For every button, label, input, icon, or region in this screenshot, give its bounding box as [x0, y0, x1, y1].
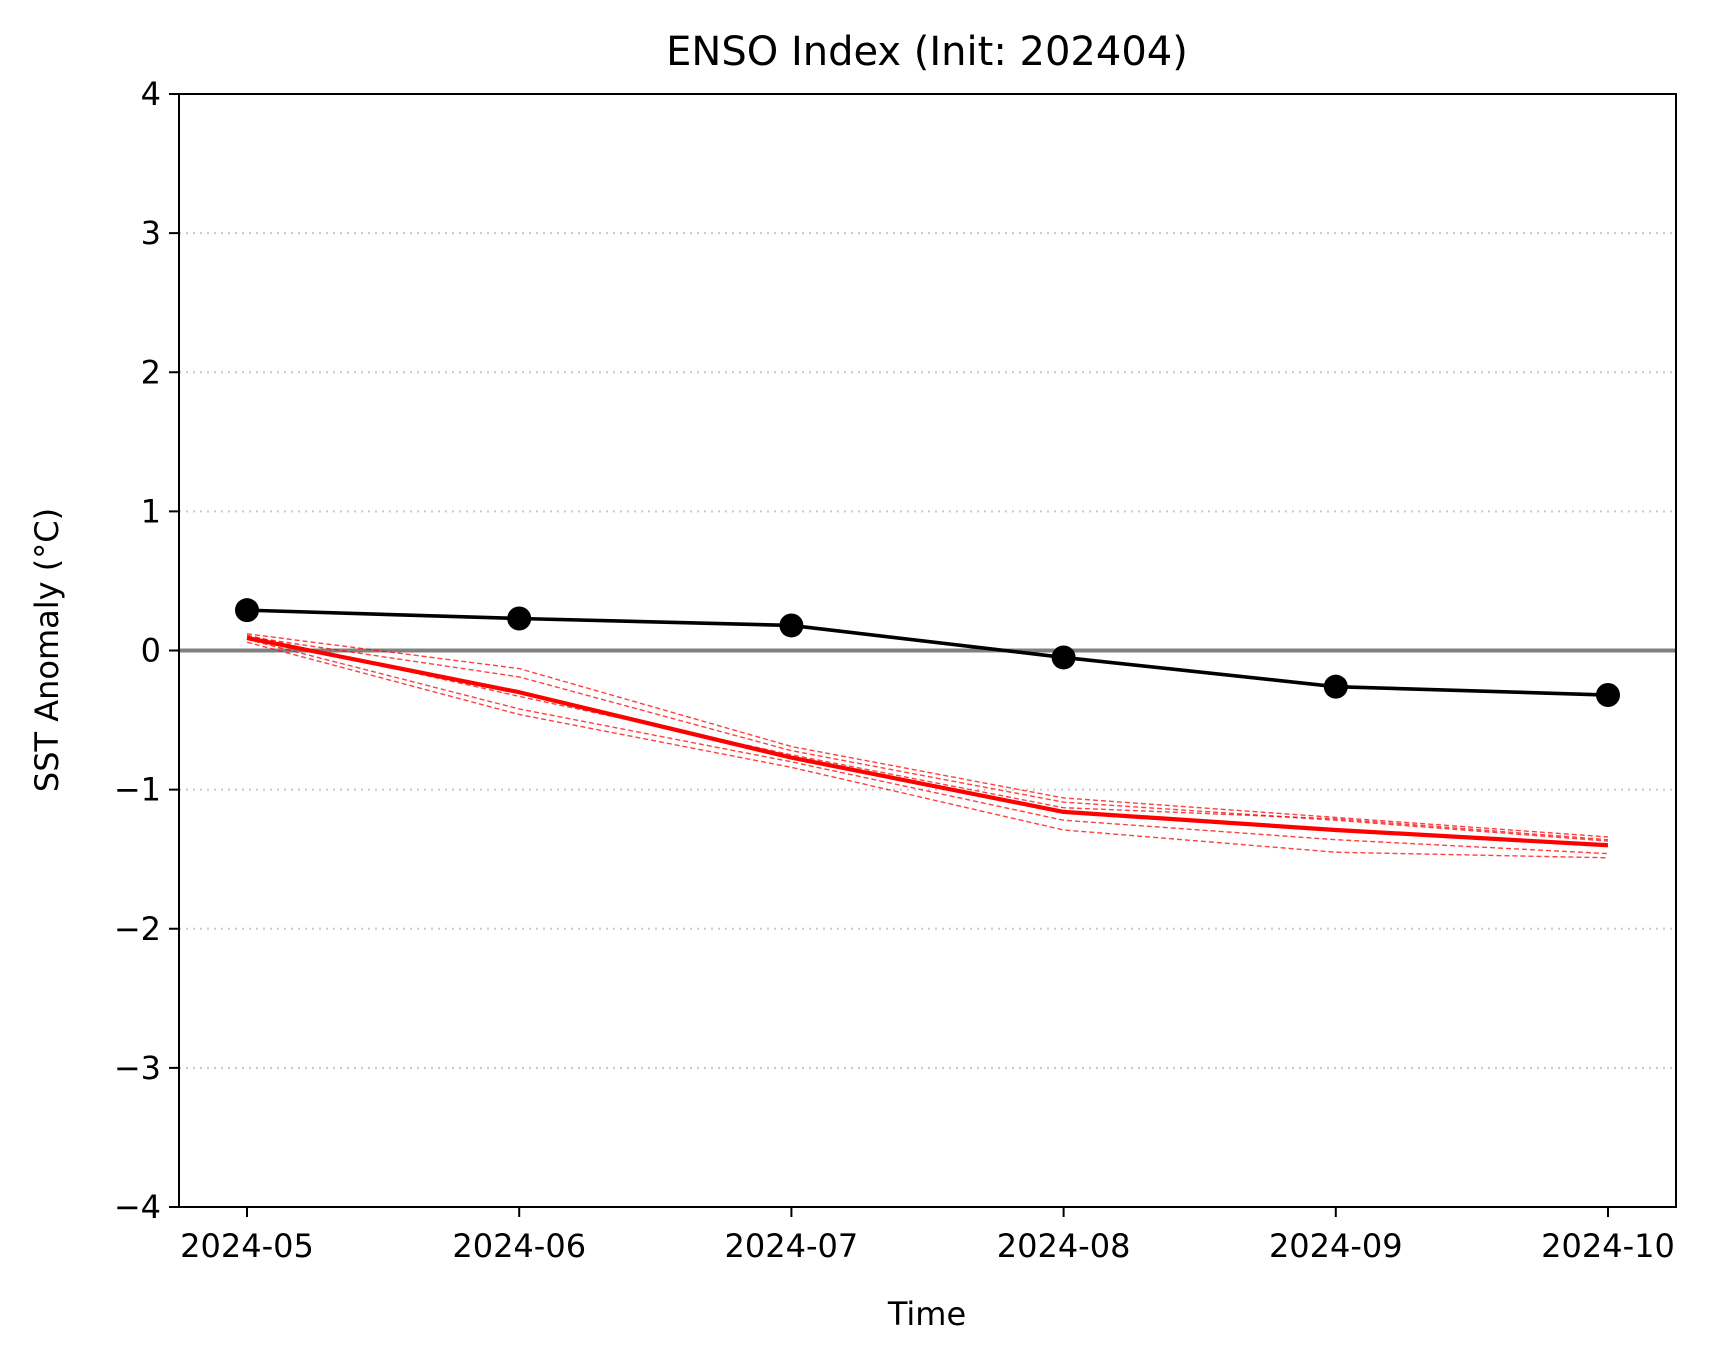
x-tick-label: 2024-10: [1541, 1227, 1675, 1265]
observed-point: [1596, 683, 1620, 708]
x-tick-label: 2024-06: [452, 1227, 586, 1265]
observed-line: [246, 608, 1609, 697]
ensemble-member-line: [246, 638, 1609, 855]
y-tick-label: −1: [114, 771, 161, 809]
y-axis: 4 3 2 1 0 −1 −2 −3 −4: [114, 75, 179, 1226]
y-tick-label: 4: [141, 75, 161, 113]
y-tick-label: 3: [141, 214, 161, 252]
ensemble-mean-line: [246, 635, 1609, 848]
x-tick-label: 2024-08: [997, 1227, 1131, 1265]
observed-point: [1323, 674, 1348, 699]
x-tick-label: 2024-07: [725, 1227, 859, 1265]
x-tick-label: 2024-05: [180, 1227, 314, 1265]
y-tick-label: −3: [114, 1049, 161, 1087]
chart-title: ENSO Index (Init: 202404): [666, 29, 1188, 75]
series-layer: [179, 598, 1676, 859]
ensemble-member-line: [246, 641, 1609, 859]
observed-point: [235, 598, 259, 623]
y-tick-label: −2: [114, 910, 161, 948]
x-axis-label: Time: [887, 1295, 966, 1333]
y-tick-label: 2: [141, 353, 161, 391]
x-tick-label: 2024-09: [1269, 1227, 1403, 1265]
ensemble-member-line: [246, 634, 1609, 841]
y-tick-label: 0: [141, 632, 161, 670]
x-axis: 2024-05 2024-06 2024-07 2024-08 2024-09 2024-…: [180, 1207, 1675, 1265]
observed-point: [779, 613, 804, 638]
ensemble-member-line: [246, 633, 1609, 838]
ensemble-member-line: [246, 635, 1609, 842]
y-tick-label: −4: [114, 1188, 161, 1226]
y-axis-label: SST Anomaly (°C): [28, 508, 66, 792]
observed-point: [1051, 645, 1076, 670]
observed-point: [507, 606, 532, 631]
y-tick-label: 1: [141, 492, 161, 530]
